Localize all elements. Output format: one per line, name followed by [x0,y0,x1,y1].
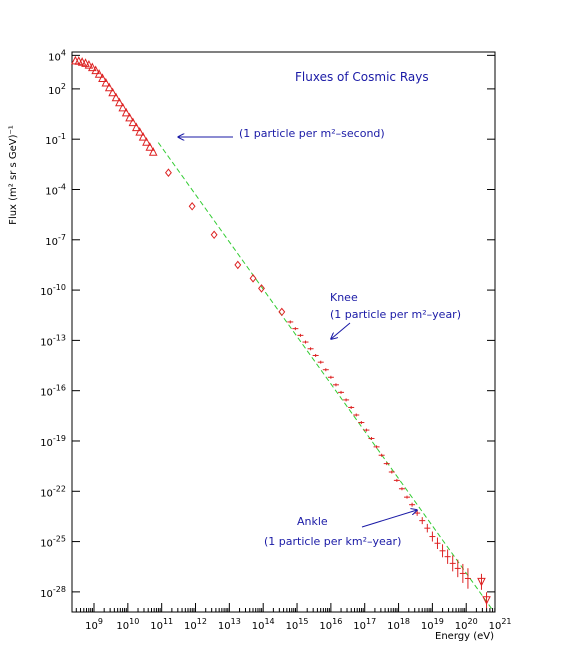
y-tick-label: 104 [48,48,66,63]
data-point [138,132,148,141]
arrow-knee [331,322,351,339]
data-point [128,117,138,127]
data-point [258,284,265,293]
x-tick-label: 1020 [455,617,478,632]
data-point [84,59,94,69]
data-point [87,62,97,72]
x-tick-label: 1010 [116,617,139,632]
chart-title: Fluxes of Cosmic Rays [295,70,429,84]
data-point [188,201,196,211]
data-point [121,107,131,117]
x-tick-label: 1012 [184,617,207,632]
annotation-per-year: (1 particle per m²–year) [330,308,461,321]
data-point [249,274,257,283]
x-tick-label: 109 [85,617,103,632]
y-tick-label: 10-19 [40,434,66,449]
y-tick-label: 10-4 [45,182,66,197]
data-point [210,230,218,240]
data-points [71,55,491,609]
data-point [98,73,107,82]
data-point [71,55,80,65]
y-axis-label: Flux (m² sr s GeV)⁻¹ [8,125,19,225]
y-tick-label: 10-13 [40,333,66,348]
annotation-per-km-year: (1 particle per km²–year) [264,535,401,548]
x-tick-label: 1015 [286,617,309,632]
data-point [278,307,286,317]
x-tick-label: 1014 [252,617,275,632]
x-tick-label: 1018 [387,617,410,632]
x-axis-label: Energy (eV) [435,631,494,642]
data-point [145,142,155,151]
x-tick-label: 1021 [489,617,512,632]
data-point [148,147,158,156]
data-point [104,82,114,92]
data-point [115,97,124,107]
y-tick-label: 10-16 [40,384,66,399]
x-tick-label: 1011 [150,617,173,632]
y-tick-label: 10-7 [45,233,66,248]
data-point [142,137,151,146]
y-tick-label: 102 [48,82,66,97]
data-point [477,577,486,587]
data-point [118,102,128,112]
y-axis-ticks: 104 102 10-1 10-4 10-7 10-10 10-13 10-16 10-19 10… [40,48,495,600]
data-point [81,58,90,67]
data-point [131,122,141,132]
data-point [94,69,104,78]
data-point [101,77,111,87]
annotation-per-second: (1 particle per m²–second) [239,127,385,140]
y-tick-label: 10-22 [40,484,66,499]
x-tick-label: 1019 [421,617,444,632]
data-point [165,168,172,178]
data-point [108,87,117,97]
y-tick-label: 10-1 [45,132,66,147]
x-tick-label: 1017 [353,617,376,632]
data-point [91,65,100,75]
arrow-ankle [361,510,417,528]
x-axis-ticks: 109 1010 1011 1012 1013 1014 1015 1016 1017 1018 1… [75,603,512,632]
data-point [234,260,242,270]
data-point [111,92,121,102]
y-tick-label: 10-28 [40,585,66,600]
annotation-knee: Knee [330,291,358,304]
data-point [135,127,144,136]
y-tick-label: 10-25 [40,535,66,550]
annotation-ankle: Ankle [297,515,328,528]
data-point [125,112,134,122]
x-tick-label: 1016 [319,617,342,632]
x-tick-label: 1013 [218,617,241,632]
data-point [482,596,491,605]
y-tick-label: 10-10 [40,283,66,298]
